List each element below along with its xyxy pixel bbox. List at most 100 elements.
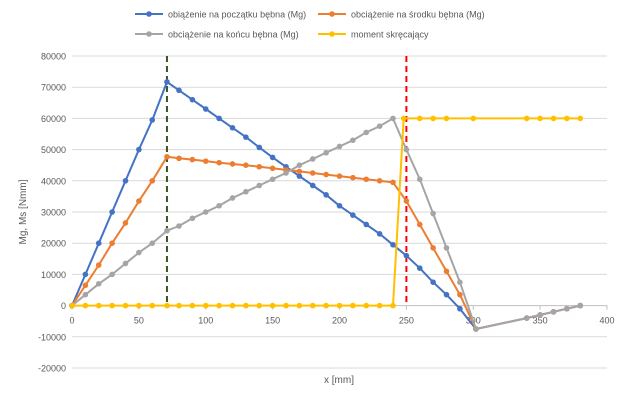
data-point — [336, 143, 343, 150]
legend-marker — [146, 31, 152, 37]
data-point — [537, 312, 543, 318]
data-point — [416, 176, 423, 183]
data-point — [243, 188, 249, 195]
data-point — [296, 302, 303, 309]
data-point — [376, 231, 383, 237]
data-point — [256, 163, 263, 170]
y-tick-label: -20000 — [38, 364, 66, 374]
data-point — [430, 210, 436, 217]
data-point — [443, 115, 450, 122]
data-point — [336, 173, 343, 179]
data-point — [400, 115, 407, 122]
x-tick-label: 350 — [533, 316, 548, 326]
data-point — [243, 162, 249, 168]
data-point — [336, 302, 343, 309]
data-point — [82, 282, 89, 289]
data-point — [350, 174, 356, 181]
data-point — [350, 302, 356, 309]
data-point — [283, 170, 289, 176]
data-point — [122, 220, 129, 226]
data-point — [403, 198, 410, 204]
data-point — [363, 176, 370, 183]
data-point — [473, 326, 479, 332]
x-tick-label: 0 — [69, 316, 74, 326]
data-point — [69, 302, 75, 309]
data-point — [189, 215, 196, 222]
data-point — [577, 302, 584, 309]
data-point — [550, 115, 557, 122]
series-line — [71, 80, 581, 330]
data-point — [309, 182, 316, 189]
legend-marker — [329, 31, 335, 37]
data-point — [202, 106, 209, 112]
data-point — [323, 149, 329, 156]
data-point — [376, 302, 383, 309]
data-point — [216, 115, 222, 122]
data-point — [216, 202, 222, 209]
data-point — [323, 192, 329, 198]
data-point — [457, 305, 463, 312]
data-point — [430, 245, 436, 251]
data-point — [109, 209, 115, 215]
data-point — [523, 115, 530, 122]
y-axis-label: Mg, Ms [Nmm] — [18, 179, 29, 244]
data-point — [256, 302, 263, 309]
legend-item: obciążenie na środku bębna (Mg) — [318, 10, 485, 20]
data-point — [550, 309, 557, 315]
data-point — [95, 240, 102, 246]
data-point — [269, 154, 276, 161]
series-line — [71, 155, 581, 330]
data-point — [164, 227, 170, 234]
series — [69, 115, 584, 309]
legend-item: moment skręcający — [318, 30, 429, 40]
data-point — [95, 280, 102, 287]
data-point — [176, 87, 182, 94]
data-point — [256, 144, 263, 151]
data-point — [189, 96, 196, 103]
data-point — [269, 165, 276, 172]
data-point — [403, 252, 410, 259]
y-tick-label: 70000 — [41, 83, 66, 93]
legend-item: obciążenie na końcu bębna (Mg) — [135, 30, 299, 40]
data-point — [470, 115, 477, 122]
data-point — [416, 265, 423, 271]
data-point — [350, 137, 356, 144]
data-point — [189, 156, 196, 163]
data-point — [336, 202, 343, 209]
data-point — [416, 221, 423, 228]
data-point — [537, 115, 543, 122]
data-point — [309, 170, 316, 176]
data-point — [577, 115, 584, 122]
data-point — [149, 117, 156, 123]
data-point — [216, 159, 222, 166]
data-point — [229, 195, 236, 201]
data-point — [323, 171, 329, 178]
data-point — [564, 305, 570, 312]
data-point — [390, 241, 396, 248]
x-axis-label: x [mm] — [324, 375, 354, 386]
y-tick-label: 30000 — [41, 208, 66, 218]
x-tick-label: 50 — [134, 316, 144, 326]
data-point — [164, 79, 170, 85]
legend-label: obciążenie na środku bębna (Mg) — [351, 10, 485, 20]
data-point — [390, 302, 396, 309]
series — [69, 115, 584, 332]
data-point — [376, 123, 383, 129]
y-tick-label: 10000 — [41, 270, 66, 280]
data-point — [189, 302, 196, 309]
y-tick-label: 50000 — [41, 145, 66, 155]
data-point — [202, 209, 209, 215]
data-point — [95, 262, 102, 268]
data-point — [176, 223, 182, 229]
data-point — [430, 279, 436, 286]
data-point — [229, 124, 236, 131]
y-tick-label: 40000 — [41, 176, 66, 186]
data-point — [109, 302, 115, 309]
data-point — [82, 302, 89, 309]
x-tick-label: 400 — [599, 316, 614, 326]
x-tick-label: 150 — [265, 316, 280, 326]
data-point — [269, 302, 276, 309]
data-point — [269, 176, 276, 183]
